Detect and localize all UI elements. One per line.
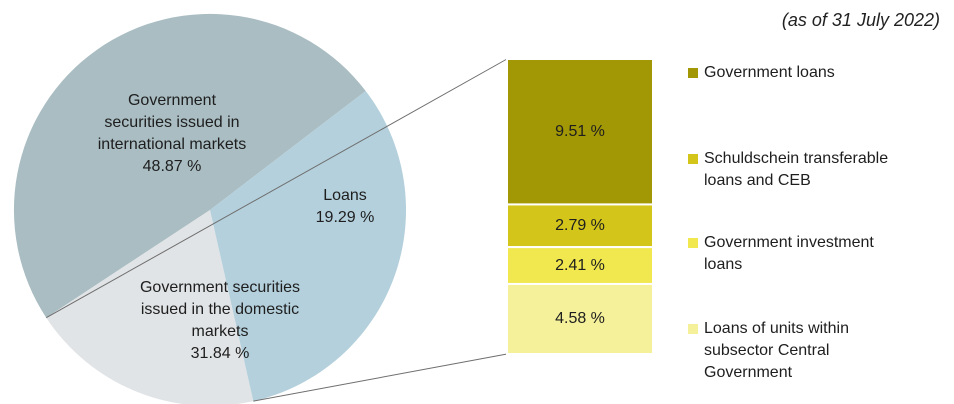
legend-label-line: Schuldschein transferable	[704, 150, 889, 167]
pie-label-government-securities-issued-in-the-domestic-markets: Government securities issued in the domes…	[95, 277, 345, 365]
legend-swatch	[688, 324, 698, 334]
legend-label-line: subsector Central	[704, 342, 830, 359]
legend-item: Schuldschein transferable loans and CEB	[688, 148, 888, 192]
legend-label: Schuldschein transferable loans and CEB	[704, 148, 888, 192]
legend-label: Government loans	[704, 62, 835, 84]
pie-value-label: 19.29 %	[315, 209, 375, 226]
legend-label-line: Government investment	[704, 234, 874, 251]
legend-swatch	[688, 238, 698, 248]
pie-label-line: Government securities	[139, 279, 301, 296]
legend-swatch	[688, 154, 698, 164]
bar-segment-schuldschein-transferable-loans-and-ceb	[506, 203, 654, 249]
pie-label-line: issued in the domestic	[140, 301, 300, 318]
bar-value-label: 4.58 %	[555, 310, 605, 327]
pie-label-government-securities-issued-in-international-markets: Government securities issued in internatio…	[62, 90, 282, 178]
bar-value-label: 9.51 %	[555, 122, 605, 140]
connector-lines	[45, 58, 508, 402]
pie-label-loans: Loans 19.29 %	[290, 185, 400, 229]
legend-label: Loans of units within subsector Central Go…	[704, 318, 849, 384]
bar-segment-government-investment-loans	[506, 246, 654, 285]
bar-segment-loans-of-units-within-subsector-central-government	[506, 282, 654, 355]
pie-label-line: international markets	[97, 136, 247, 153]
pie-label-line: securities issued in	[104, 114, 240, 131]
legend-label-line: Government loans	[704, 64, 835, 81]
breakdown-bar	[506, 58, 654, 355]
legend-item: Government loans	[688, 62, 835, 84]
bar-value-label: 2.41 %	[555, 256, 605, 274]
pie-slice-government-securities-issued-in-international-markets	[13, 13, 366, 318]
pie-value-label: 31.84 %	[190, 345, 250, 362]
pie-label-line: markets	[191, 323, 249, 340]
legend-label: Government investment loans	[704, 232, 874, 276]
legend-label-line: Loans of units within	[704, 320, 849, 337]
bar-value-label: 2.79 %	[555, 216, 605, 234]
pie-label-line: Loans	[323, 187, 367, 204]
pie-value-label: 48.87 %	[142, 158, 202, 175]
legend-label-line: loans	[704, 256, 743, 273]
legend-swatch	[688, 68, 698, 78]
pie-label-line: Government	[127, 92, 217, 109]
legend-label-line: Government	[704, 364, 793, 381]
bar-segment-government-loans	[506, 58, 654, 206]
connector-line-bottom	[253, 353, 508, 402]
legend-label-line: loans and CEB	[704, 172, 811, 189]
legend-item: Loans of units within subsector Central Go…	[688, 318, 849, 384]
connector-line-top	[45, 58, 508, 319]
pie-slice-government-securities-issued-in-the-domestic-markets	[210, 90, 407, 402]
pie-slice-loans	[46, 210, 254, 404]
legend-item: Government investment loans	[688, 232, 874, 276]
pie-group	[13, 13, 407, 404]
date-note: (as of 31 July 2022)	[781, 10, 940, 30]
